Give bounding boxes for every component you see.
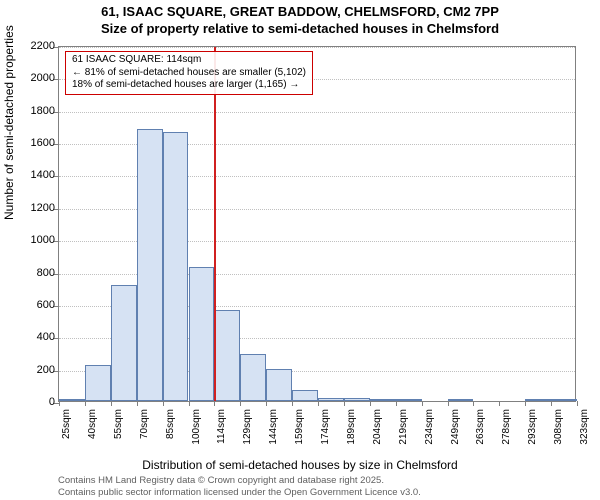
x-tick	[422, 401, 423, 406]
chart-title-block: 61, ISAAC SQUARE, GREAT BADDOW, CHELMSFO…	[0, 0, 600, 38]
annotation-callout: 61 ISAAC SQUARE: 114sqm← 81% of semi-det…	[65, 51, 313, 95]
x-tick-label: 308sqm	[553, 409, 564, 445]
y-tick-label: 1200	[15, 202, 55, 214]
x-tick	[137, 401, 138, 406]
x-tick-label: 159sqm	[294, 409, 305, 445]
x-tick	[473, 401, 474, 406]
footer-attribution: Contains HM Land Registry data © Crown c…	[58, 475, 421, 498]
footer-line-2: Contains public sector information licen…	[58, 487, 421, 498]
x-tick-label: 25sqm	[61, 409, 72, 439]
y-tick-label: 600	[15, 299, 55, 311]
y-tick-label: 200	[15, 364, 55, 376]
histogram-bar	[318, 398, 344, 401]
histogram-bar	[111, 285, 137, 402]
x-tick-label: 70sqm	[139, 409, 150, 439]
x-tick-label: 85sqm	[165, 409, 176, 439]
x-tick-label: 144sqm	[268, 409, 279, 445]
histogram-bar	[189, 267, 215, 401]
histogram-bar	[344, 398, 370, 401]
y-tick-label: 1800	[15, 105, 55, 117]
x-tick-label: 323sqm	[579, 409, 590, 445]
annotation-line: 18% of semi-detached houses are larger (…	[72, 79, 306, 92]
x-tick	[448, 401, 449, 406]
histogram-plot-area: 61 ISAAC SQUARE: 114sqm← 81% of semi-det…	[58, 46, 576, 402]
footer-line-1: Contains HM Land Registry data © Crown c…	[58, 475, 421, 486]
x-tick-label: 100sqm	[191, 409, 202, 445]
x-tick-label: 40sqm	[87, 409, 98, 439]
x-tick	[370, 401, 371, 406]
x-tick-label: 278sqm	[501, 409, 512, 445]
y-tick-label: 1400	[15, 169, 55, 181]
gridline-h	[59, 47, 575, 48]
x-tick	[292, 401, 293, 406]
x-tick-label: 204sqm	[372, 409, 383, 445]
y-tick-label: 1000	[15, 234, 55, 246]
histogram-bar	[59, 399, 85, 401]
x-tick-label: 293sqm	[527, 409, 538, 445]
x-tick	[525, 401, 526, 406]
histogram-bar	[370, 399, 396, 401]
histogram-bar	[525, 399, 551, 401]
y-tick-label: 1600	[15, 137, 55, 149]
histogram-bar	[137, 129, 163, 401]
histogram-bar	[214, 310, 240, 401]
histogram-bar	[292, 390, 318, 401]
x-tick	[551, 401, 552, 406]
x-tick	[344, 401, 345, 406]
y-tick-label: 800	[15, 267, 55, 279]
x-tick-label: 174sqm	[320, 409, 331, 445]
x-tick	[214, 401, 215, 406]
histogram-bar	[448, 399, 474, 401]
histogram-bar	[240, 354, 266, 401]
x-tick	[396, 401, 397, 406]
x-tick	[266, 401, 267, 406]
x-tick-label: 263sqm	[475, 409, 486, 445]
x-tick-label: 189sqm	[346, 409, 357, 445]
histogram-bar	[163, 132, 189, 401]
x-axis-label: Distribution of semi-detached houses by …	[0, 458, 600, 472]
x-tick-label: 129sqm	[242, 409, 253, 445]
gridline-h	[59, 112, 575, 113]
x-tick	[318, 401, 319, 406]
x-tick	[499, 401, 500, 406]
y-tick-label: 400	[15, 331, 55, 343]
x-tick	[240, 401, 241, 406]
x-tick	[111, 401, 112, 406]
x-tick	[189, 401, 190, 406]
histogram-bar	[551, 399, 577, 401]
title-line-1: 61, ISAAC SQUARE, GREAT BADDOW, CHELMSFO…	[0, 4, 600, 21]
y-tick-label: 2200	[15, 40, 55, 52]
x-tick-label: 55sqm	[113, 409, 124, 439]
x-tick-label: 219sqm	[398, 409, 409, 445]
x-tick	[85, 401, 86, 406]
x-tick-label: 234sqm	[424, 409, 435, 445]
histogram-bar	[85, 365, 111, 401]
x-tick	[59, 401, 60, 406]
y-tick-label: 2000	[15, 72, 55, 84]
annotation-line: 61 ISAAC SQUARE: 114sqm	[72, 54, 306, 67]
x-tick-label: 249sqm	[450, 409, 461, 445]
title-line-2: Size of property relative to semi-detach…	[0, 21, 600, 38]
reference-line	[214, 47, 216, 401]
x-tick-label: 114sqm	[216, 409, 227, 444]
histogram-bar	[396, 399, 422, 401]
y-axis-label: Number of semi-detached properties	[2, 25, 16, 220]
annotation-line: ← 81% of semi-detached houses are smalle…	[72, 67, 306, 80]
histogram-bar	[266, 369, 292, 401]
x-tick	[163, 401, 164, 406]
x-tick	[577, 401, 578, 406]
y-tick-label: 0	[15, 396, 55, 408]
